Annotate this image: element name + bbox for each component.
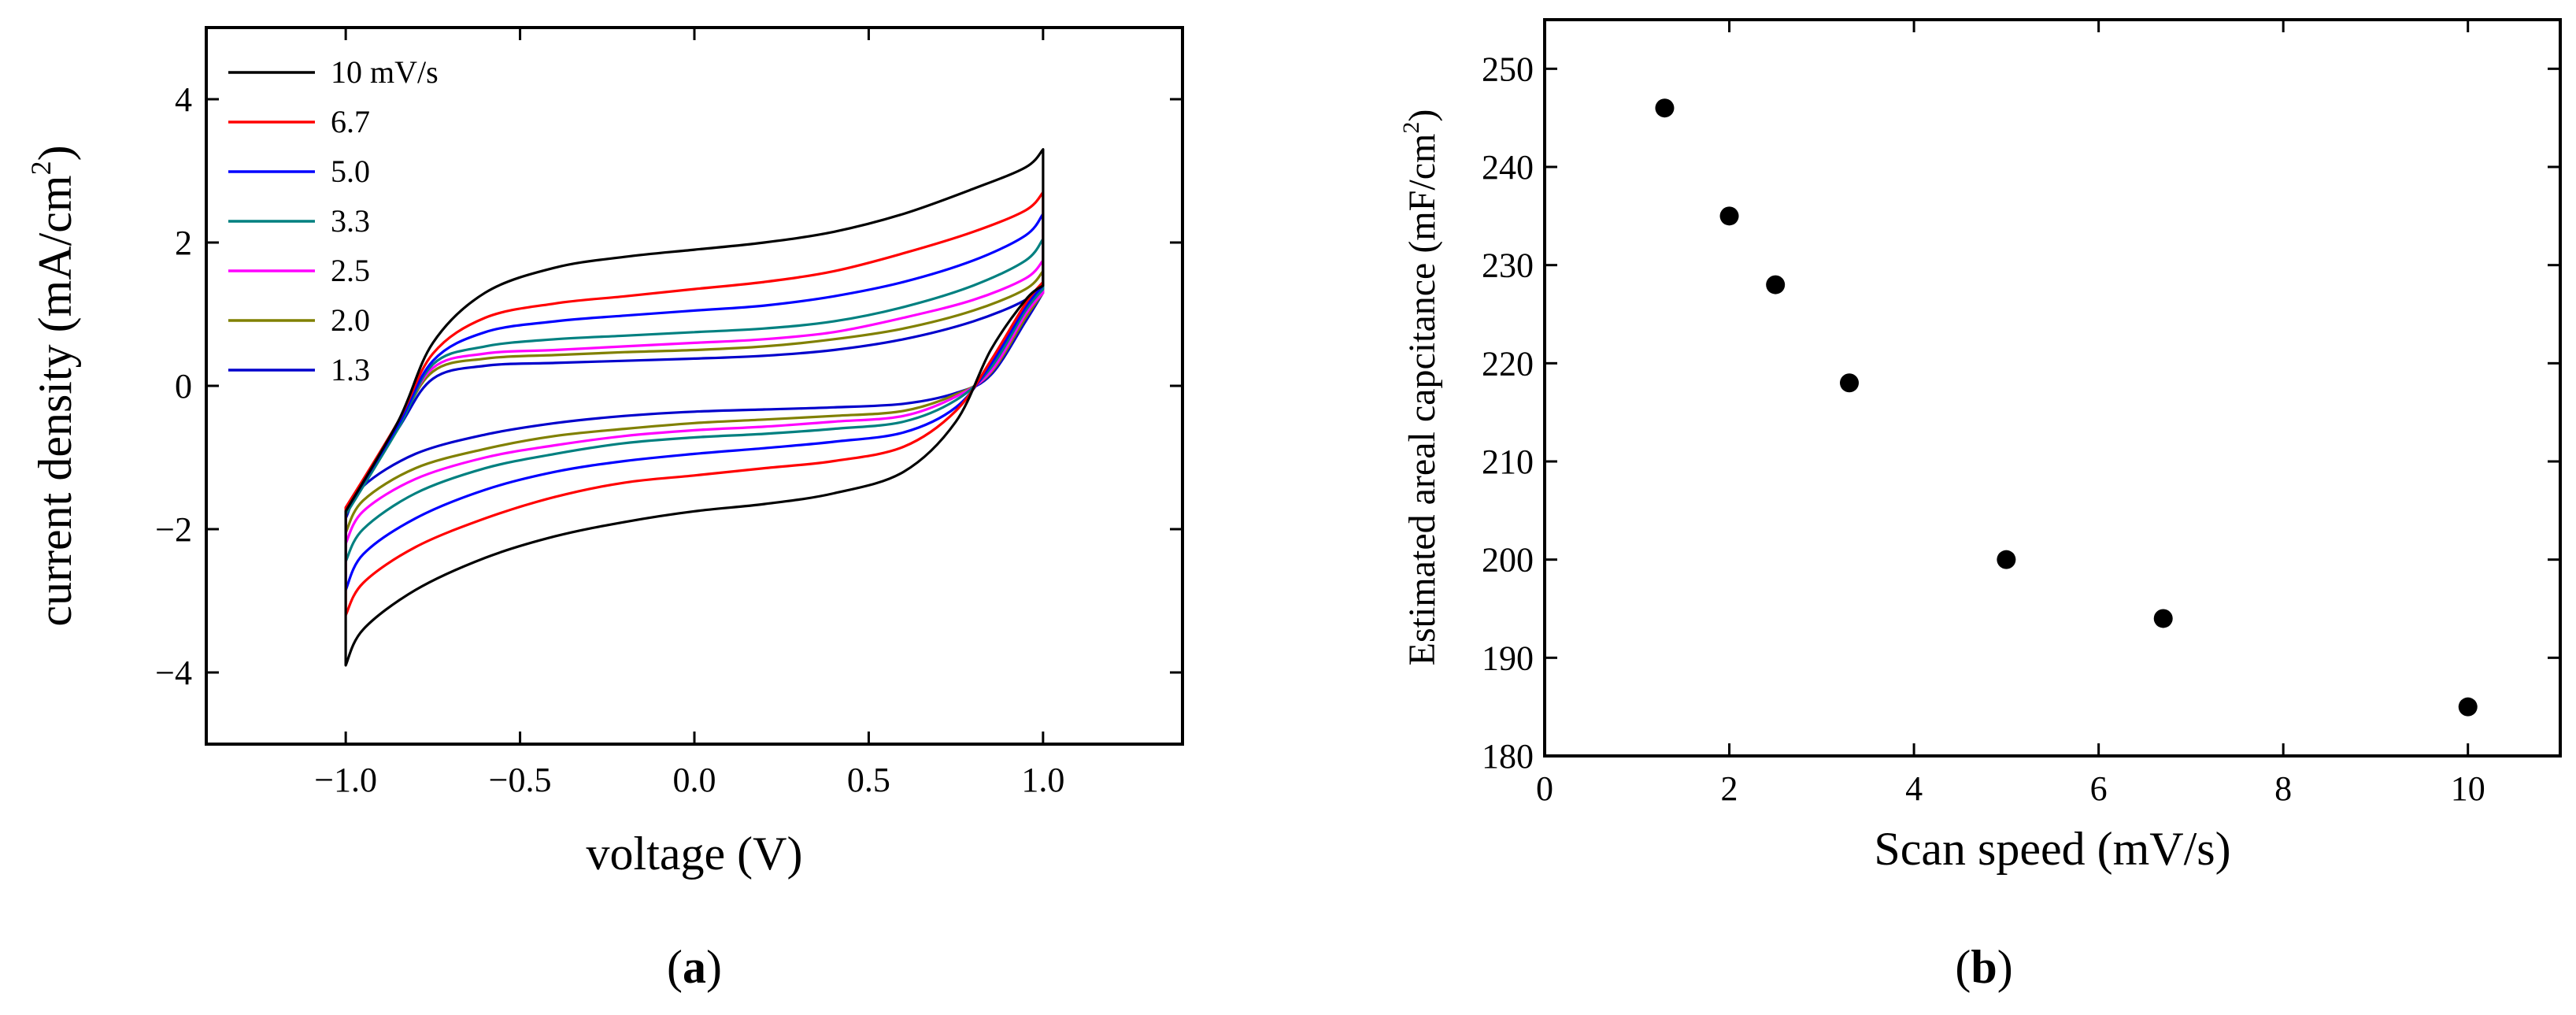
- capacitance-ticks: 0 2 4 6 8 10 180 190 200 210 220 230 240 250: [1482, 20, 2560, 808]
- capacitance-y-axis-title-close: ): [1401, 109, 1443, 122]
- cv-y-tick-label: 0: [175, 367, 192, 406]
- panel-label-b-letter: b: [1971, 941, 1997, 993]
- panel-label-b: (b): [1955, 941, 2012, 993]
- cv-legend-label: 3.3: [331, 203, 370, 239]
- capacitance-x-tick-label: 6: [2090, 769, 2108, 808]
- cv-series-line: [344, 237, 1045, 563]
- cv-legend-label: 10 mV/s: [331, 54, 439, 90]
- capacitance-panel: 0 2 4 6 8 10 180 190 200 210 220 230 240 250 Scan spe…: [1398, 18, 2562, 993]
- cv-x-tick-label: −0.5: [489, 761, 552, 799]
- cv-legend-label: 2.0: [331, 302, 370, 338]
- capacitance-y-axis-title-sup: 2: [1398, 122, 1424, 134]
- cv-curves: [344, 148, 1045, 667]
- capacitance-points: [1655, 98, 2478, 717]
- capacitance-x-tick-label: 4: [1905, 769, 1923, 808]
- capacitance-data-point: [1840, 373, 1859, 393]
- panel-label-b-open: (: [1955, 941, 1971, 993]
- panel-label-b-close: ): [1997, 941, 2013, 993]
- capacitance-x-tick-label: 10: [2451, 769, 2485, 808]
- capacitance-y-tick-label: 250: [1482, 50, 1534, 88]
- panel-label-a-open: (: [667, 941, 683, 993]
- cv-legend: 10 mV/s 6.7 5.0 3.3 2.5 2.0 1.3: [228, 54, 439, 387]
- cv-x-axis-title: voltage (V): [587, 828, 803, 880]
- cv-y-tick-label: 4: [175, 80, 192, 119]
- capacitance-x-axis-title: Scan speed (mV/s): [1874, 823, 2230, 875]
- cv-series-line: [344, 213, 1045, 591]
- cv-series-line: [344, 148, 1045, 667]
- capacitance-y-tick-label: 190: [1482, 639, 1534, 677]
- cv-x-tick-label: 0.0: [673, 761, 716, 799]
- cv-legend-label: 6.7: [331, 104, 370, 139]
- cv-x-tick-label: −1.0: [314, 761, 377, 799]
- capacitance-data-point: [2458, 697, 2478, 717]
- capacitance-y-tick-label: 210: [1482, 443, 1534, 481]
- cv-ticks: −1.0 −0.5 0.0 0.5 1.0 −4 −2 0 2 4: [155, 28, 1183, 799]
- cv-y-axis-title-close: ): [29, 145, 81, 161]
- panel-label-a-close: ): [706, 941, 722, 993]
- capacitance-data-point: [1719, 206, 1739, 226]
- cv-curves-panel: −1.0 −0.5 0.0 0.5 1.0 −4 −2 0 2 4 10 mV/s 6.7 5.0 3.…: [25, 26, 1184, 993]
- capacitance-y-axis-title: Estimated areal capcitance (mF/cm2): [1398, 109, 1443, 666]
- capacitance-y-tick-label: 200: [1482, 541, 1534, 580]
- cv-legend-label: 5.0: [331, 154, 370, 189]
- cv-x-tick-label: 1.0: [1021, 761, 1064, 799]
- cv-x-tick-label: 0.5: [847, 761, 890, 799]
- capacitance-y-tick-label: 240: [1482, 148, 1534, 187]
- cv-y-axis-title-text: current density (mA/cm: [29, 175, 81, 626]
- capacitance-data-point: [1655, 98, 1675, 118]
- capacitance-x-tick-label: 8: [2274, 769, 2292, 808]
- cv-plot-frame: [205, 26, 1184, 746]
- capacitance-data-point: [1997, 550, 2016, 569]
- capacitance-x-tick-label: 2: [1721, 769, 1738, 808]
- capacitance-y-tick-label: 230: [1482, 246, 1534, 285]
- capacitance-data-point: [2153, 609, 2173, 628]
- cv-legend-label: 2.5: [331, 253, 370, 288]
- cv-y-tick-label: 2: [175, 224, 192, 262]
- cv-series-line: [344, 259, 1045, 545]
- capacitance-y-axis-title-text: Estimated areal capcitance (mF/cm: [1401, 134, 1443, 666]
- capacitance-y-tick-label: 220: [1482, 344, 1534, 383]
- capacitance-plot-frame: [1543, 18, 2562, 758]
- panel-label-a-letter: a: [683, 941, 706, 993]
- capacitance-y-tick-label: 180: [1482, 737, 1534, 776]
- cv-y-tick-label: −4: [155, 654, 192, 692]
- cv-y-tick-label: −2: [155, 510, 192, 549]
- capacitance-x-tick-label: 0: [1536, 769, 1553, 808]
- cv-legend-label: 1.3: [331, 352, 370, 387]
- cv-y-axis-title: current density (mA/cm2): [25, 145, 81, 626]
- panel-label-a: (a): [667, 941, 722, 993]
- capacitance-data-point: [1766, 275, 1786, 294]
- cv-y-axis-title-sup: 2: [25, 161, 57, 175]
